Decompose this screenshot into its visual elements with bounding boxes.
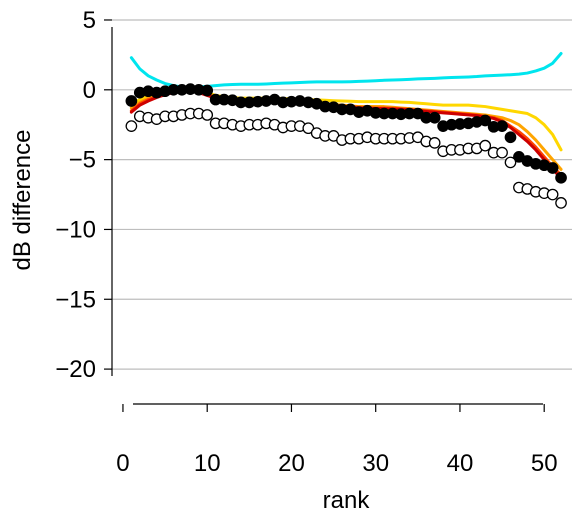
x-tick-label: 40: [447, 450, 474, 477]
y-tick-label: −20: [55, 356, 96, 383]
filled-point: [125, 95, 138, 107]
filled-point: [496, 120, 508, 132]
open-point: [302, 122, 315, 135]
x-tick-label: 10: [194, 450, 221, 477]
series-6: [125, 83, 567, 184]
open-point: [479, 139, 492, 152]
filled-point: [546, 162, 559, 174]
y-tick-label: −5: [69, 147, 96, 174]
open-point: [555, 197, 567, 209]
series-line: [129, 89, 563, 177]
open-point: [125, 120, 138, 132]
y-tick-label: −15: [55, 286, 96, 313]
x-tick-label: 0: [116, 450, 129, 477]
filled-point: [555, 171, 567, 184]
filled-point: [428, 111, 441, 124]
series-layer: [125, 52, 567, 209]
open-point: [496, 146, 508, 159]
open-point: [428, 137, 441, 149]
x-axis-title: rank: [323, 487, 371, 514]
open-point: [546, 188, 559, 201]
y-tick-label: −10: [55, 216, 96, 243]
x-tick-label: 20: [278, 450, 305, 477]
filled-point: [201, 84, 214, 97]
filled-point: [504, 131, 517, 144]
grid-lines: [112, 19, 572, 370]
y-axis-title: dB difference: [9, 130, 36, 271]
series-line: [129, 52, 563, 90]
tick-marks: [104, 19, 545, 412]
x-tick-label: 30: [362, 450, 389, 477]
y-tick-label: 0: [83, 77, 96, 104]
series-7: [125, 107, 567, 209]
axes: [111, 27, 543, 405]
filled-point: [479, 114, 492, 127]
series-4: [129, 89, 563, 177]
x-tick-label: 50: [531, 450, 558, 477]
tick-labels: 50−5−10−15−200 10 20 30 40 50: [55, 7, 557, 477]
series-1: [129, 52, 563, 90]
open-point: [504, 156, 517, 169]
open-point: [201, 109, 214, 121]
y-tick-label: 5: [83, 7, 96, 34]
